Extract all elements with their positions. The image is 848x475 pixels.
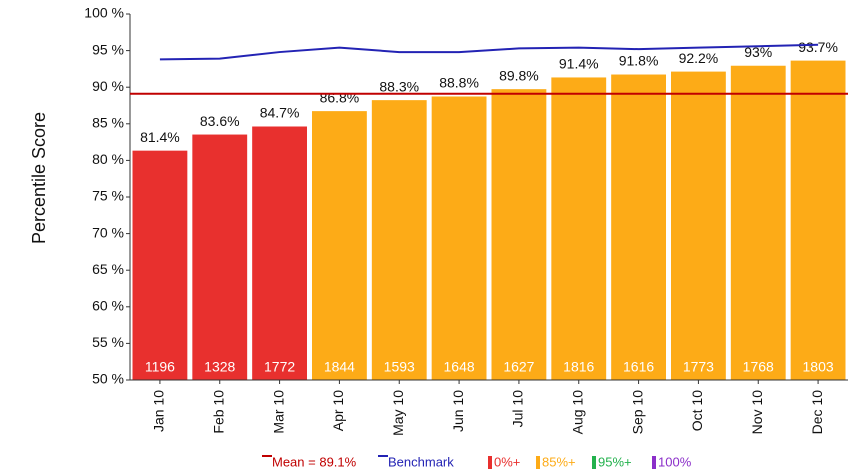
count-label: 1616 xyxy=(623,359,654,375)
count-label: 1328 xyxy=(204,359,235,375)
y-tick-label: 50 % xyxy=(92,371,124,387)
x-tick-label: Feb 10 xyxy=(210,390,226,434)
x-tick-label: Apr 10 xyxy=(330,390,346,431)
value-label: 92.2% xyxy=(679,50,719,66)
value-label: 89.8% xyxy=(499,67,539,83)
value-label: 81.4% xyxy=(140,129,180,145)
value-label: 91.4% xyxy=(559,56,599,72)
value-label: 86.8% xyxy=(320,89,360,105)
y-tick-label: 75 % xyxy=(92,188,124,204)
x-tick-label: Sep 10 xyxy=(629,390,645,435)
y-tick-label: 55 % xyxy=(92,334,124,350)
bar xyxy=(251,125,309,381)
x-tick-label: Jan 10 xyxy=(151,390,167,432)
bar xyxy=(610,73,668,381)
y-tick-label: 70 % xyxy=(92,224,124,240)
value-label: 88.3% xyxy=(379,78,419,94)
count-label: 1648 xyxy=(444,359,475,375)
bar xyxy=(131,149,189,381)
value-label: 91.8% xyxy=(619,53,659,69)
x-tick-label: Aug 10 xyxy=(569,390,585,435)
legend-label: 100% xyxy=(658,454,692,469)
y-tick-label: 85 % xyxy=(92,115,124,131)
legend-label: 95%+ xyxy=(598,454,632,469)
x-tick-label: Mar 10 xyxy=(270,390,286,434)
y-axis-label: Percentile Score xyxy=(29,112,49,244)
bar xyxy=(490,88,548,381)
count-label: 1773 xyxy=(683,359,714,375)
y-tick-label: 80 % xyxy=(92,151,124,167)
x-tick-label: Nov 10 xyxy=(749,390,765,435)
y-tick-label: 60 % xyxy=(92,298,124,314)
y-tick-label: 95 % xyxy=(92,41,124,57)
bar xyxy=(191,133,249,381)
y-tick-label: 100 % xyxy=(84,5,124,21)
benchmark-line xyxy=(159,43,819,61)
count-label: 1844 xyxy=(324,359,355,375)
bar xyxy=(729,64,787,381)
y-tick-label: 90 % xyxy=(92,78,124,94)
count-label: 1803 xyxy=(803,359,834,375)
y-tick-label: 65 % xyxy=(92,261,124,277)
legend-label: Mean = 89.1% xyxy=(272,454,357,469)
value-label: 84.7% xyxy=(260,105,300,121)
x-tick-label: Jul 10 xyxy=(510,390,526,428)
value-label: 83.6% xyxy=(200,113,240,129)
legend-label: Benchmark xyxy=(388,454,454,469)
legend-marker xyxy=(536,456,540,469)
x-tick-label: Oct 10 xyxy=(689,390,705,431)
legend-label: 0%+ xyxy=(494,454,520,469)
x-tick-label: Jun 10 xyxy=(450,390,466,432)
bar xyxy=(430,95,488,381)
count-label: 1627 xyxy=(503,359,534,375)
count-label: 1772 xyxy=(264,359,295,375)
count-label: 1768 xyxy=(743,359,774,375)
bar xyxy=(550,76,608,381)
legend-marker xyxy=(652,456,656,469)
value-label: 88.8% xyxy=(439,75,479,91)
bar xyxy=(311,110,368,381)
count-label: 1196 xyxy=(145,359,175,375)
bar xyxy=(670,70,727,381)
legend-marker xyxy=(488,456,492,469)
x-tick-label: May 10 xyxy=(390,390,406,436)
x-tick-label: Dec 10 xyxy=(809,390,825,435)
legend-marker xyxy=(592,456,596,469)
bar xyxy=(370,99,428,381)
value-label: 93% xyxy=(744,44,772,60)
legend-label: 85%+ xyxy=(542,454,576,469)
bar xyxy=(789,59,847,381)
count-label: 1816 xyxy=(563,359,594,375)
value-label: 93.7% xyxy=(798,39,838,55)
count-label: 1593 xyxy=(384,359,415,375)
